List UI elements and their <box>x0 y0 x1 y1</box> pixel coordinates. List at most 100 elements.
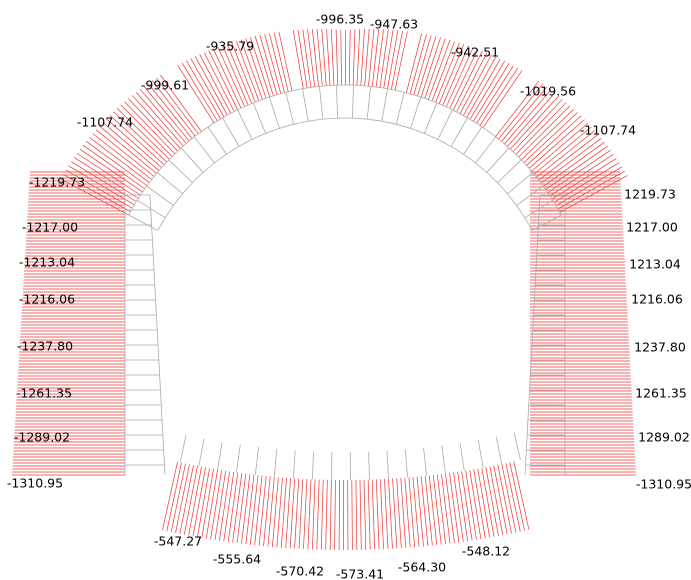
invert-hatch <box>334 479 336 550</box>
invert-hatch <box>316 479 320 550</box>
arch-hatch <box>559 175 628 213</box>
force-label: -547.27 <box>154 534 202 549</box>
invert-block <box>404 449 408 478</box>
arch-hatch <box>330 29 335 86</box>
invert-block <box>292 450 296 479</box>
arch-hatch <box>185 60 221 120</box>
arch-block <box>146 185 174 206</box>
invert-hatch <box>312 479 316 550</box>
invert-hatch <box>359 479 362 550</box>
invert-hatch <box>179 465 194 534</box>
arch-hatch <box>335 29 339 86</box>
arch-hatch <box>106 118 162 168</box>
arch-hatch <box>147 83 193 139</box>
arch-hatch <box>245 38 267 99</box>
invert-hatch <box>280 477 287 548</box>
invert-hatch <box>441 473 451 544</box>
arch-block <box>531 214 562 231</box>
arch-hatch <box>523 112 578 163</box>
invert-hatch <box>424 475 433 546</box>
invert-hatch <box>408 477 415 548</box>
invert-hatch <box>210 470 222 540</box>
invert-hatch <box>469 469 482 540</box>
invert-block <box>441 445 446 474</box>
arch-hatch <box>307 29 316 87</box>
arch-hatch <box>273 32 289 92</box>
invert-hatch <box>162 461 178 531</box>
invert-block <box>311 451 314 480</box>
invert-hatch <box>404 477 411 548</box>
invert-block <box>198 438 205 467</box>
invert-hatch <box>367 479 371 550</box>
arch-hatch <box>131 95 181 149</box>
arch-hatch <box>420 37 441 98</box>
invert-hatch <box>400 477 407 548</box>
arch-hatch <box>302 29 312 88</box>
arch-hatch <box>82 145 146 190</box>
arch-hatch <box>250 37 271 97</box>
arch-hatch <box>199 54 232 114</box>
arch-block <box>268 96 280 129</box>
invert-block <box>217 441 223 470</box>
arch-block <box>157 172 183 195</box>
invert-hatch <box>325 479 328 550</box>
force-label: -1107.74 <box>580 123 636 138</box>
invert-hatch <box>437 474 446 545</box>
force-label: -548.12 <box>462 544 510 559</box>
arch-block <box>180 147 204 173</box>
arch-hatch <box>177 64 215 124</box>
arch-block <box>497 159 522 184</box>
invert-hatch <box>392 478 398 549</box>
arch-hatch <box>498 83 544 140</box>
arch-hatch <box>352 29 356 86</box>
arch-hatch <box>543 141 605 187</box>
invert-hatch <box>351 479 353 550</box>
force-hatching <box>12 28 636 550</box>
arch-hatch <box>89 137 150 183</box>
invert-block <box>273 448 278 477</box>
force-label: -1216.06 <box>19 292 75 307</box>
invert-hatch <box>166 462 182 532</box>
invert-hatch <box>201 468 214 538</box>
invert-hatch <box>192 467 206 537</box>
arch-block <box>252 102 266 134</box>
invert-hatch <box>227 472 239 542</box>
invert-block <box>423 447 427 476</box>
force-label: -555.64 <box>213 552 261 567</box>
arch-block <box>237 109 253 140</box>
arch-hatch <box>116 108 170 160</box>
arch-hatch <box>449 48 479 109</box>
arch-hatch <box>466 58 501 118</box>
invert-hatch <box>461 471 473 541</box>
arch-block <box>137 199 166 218</box>
arch-hatch <box>547 149 611 193</box>
arch-hatch <box>387 30 399 89</box>
arch-hatch <box>526 115 582 166</box>
arch-hatch <box>431 41 456 102</box>
arch-hatch <box>143 86 190 142</box>
arch-hatch <box>217 46 245 107</box>
arch-block <box>336 85 339 119</box>
arch-hatch <box>86 141 148 186</box>
invert-block <box>254 446 259 475</box>
force-label: -1261.35 <box>16 386 72 401</box>
force-label: 1216.06 <box>631 292 683 307</box>
invert-hatch <box>272 477 279 547</box>
arch-hatch <box>102 122 160 171</box>
invert-hatch <box>219 471 231 541</box>
arch-block <box>285 92 295 125</box>
arch-hatch <box>326 29 331 86</box>
arch-block <box>475 136 497 164</box>
arch-hatch <box>113 111 167 163</box>
force-label: 1237.80 <box>634 340 686 355</box>
arch-block <box>507 172 533 195</box>
force-label: -935.79 <box>206 39 254 54</box>
invert-hatch <box>380 479 384 550</box>
force-label: -996.35 <box>316 12 364 27</box>
arch-hatch <box>476 65 514 124</box>
invert-hatch <box>170 463 186 533</box>
arch-block <box>193 136 215 164</box>
invert-hatch <box>473 469 486 539</box>
arch-hatch <box>551 158 617 200</box>
invert-hatch <box>489 466 504 536</box>
